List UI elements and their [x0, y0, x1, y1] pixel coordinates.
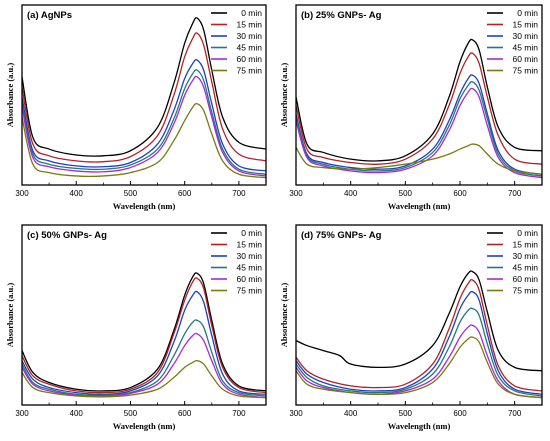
x-tick-label: 300: [15, 409, 29, 418]
x-tick-label: 600: [453, 189, 467, 198]
series-line-45-min: [296, 307, 542, 397]
legend-label: 60 min: [512, 54, 538, 64]
x-axis-label: Wavelength (nm): [113, 421, 176, 431]
plot-frame: [295, 224, 543, 406]
x-tick-label: 400: [344, 409, 358, 418]
legend-label: 15 min: [512, 20, 538, 30]
x-tick-label: 700: [232, 409, 246, 418]
chart-panel-1: 300 400 500 600 700 Wavelength (nm) Absorbance…: [5, 4, 267, 211]
legend-label: 15 min: [236, 240, 262, 250]
x-tick-label: 500: [399, 189, 413, 198]
legend-label: 45 min: [512, 43, 538, 53]
series-line-0-min: [296, 38, 542, 162]
legend-label: 60 min: [512, 274, 538, 284]
x-tick-label: 300: [289, 409, 303, 418]
x-tick-label: 700: [232, 189, 246, 198]
series-line-30-min: [22, 59, 266, 172]
x-tick-label: 700: [508, 189, 522, 198]
x-tick-label: 600: [178, 189, 192, 198]
legend-label: 45 min: [512, 263, 538, 273]
series-line-30-min: [22, 290, 266, 395]
legend-label: 30 min: [512, 31, 538, 41]
plot-frame: [21, 224, 267, 406]
x-axis-label: Wavelength (nm): [388, 201, 451, 211]
series-line-15-min: [22, 277, 266, 394]
plot-frame: [295, 4, 543, 186]
x-axis-label: Wavelength (nm): [388, 421, 451, 431]
series-line-75-min: [296, 143, 542, 175]
chart-panel-2: 300 400 500 600 700 Wavelength (nm) Absorbance…: [279, 4, 543, 211]
series-line-0-min: [22, 17, 266, 157]
y-axis-label: Absorbance (a.u.): [279, 283, 289, 348]
x-tick-label: 400: [70, 189, 84, 198]
series-line-30-min: [296, 74, 542, 175]
series-line-60-min: [22, 75, 266, 177]
legend-label: 75 min: [512, 66, 538, 76]
legend-label: 75 min: [236, 286, 262, 296]
legend-label: 15 min: [512, 240, 538, 250]
x-tick-label: 600: [178, 409, 192, 418]
panel-title: (c) 50% GNPs- Ag: [27, 230, 107, 241]
legend-label: 0 min: [517, 228, 538, 238]
chart-panel-3: 300 400 500 600 700 Wavelength (nm) Absorbance…: [5, 224, 267, 431]
series-lines: [22, 17, 266, 179]
y-axis-label: Absorbance (a.u.): [279, 63, 289, 128]
legend-label: 15 min: [236, 20, 262, 30]
legend-label: 30 min: [236, 251, 262, 261]
series-line-30-min: [296, 290, 542, 395]
legend-label: 45 min: [236, 263, 262, 273]
legend-label: 45 min: [236, 43, 262, 53]
legend-label: 60 min: [236, 54, 262, 64]
x-tick-label: 300: [15, 189, 29, 198]
x-tick-label: 700: [508, 409, 522, 418]
legend-label: 0 min: [241, 8, 262, 18]
legend-label: 0 min: [517, 8, 538, 18]
series-line-15-min: [296, 279, 542, 392]
legend-label: 75 min: [236, 66, 262, 76]
series-line-60-min: [22, 332, 266, 399]
x-tick-label: 500: [399, 409, 413, 418]
series-line-45-min: [22, 319, 266, 397]
series-lines: [296, 270, 542, 399]
plot-frame: [21, 4, 267, 186]
x-tick-label: 400: [70, 409, 84, 418]
panel-title: (b) 25% GNPs- Ag: [301, 10, 382, 21]
y-axis-label: Absorbance (a.u.): [5, 63, 15, 128]
series-line-15-min: [296, 52, 542, 165]
series-line-60-min: [296, 324, 542, 399]
series-line-75-min: [296, 336, 542, 399]
series-line-75-min: [22, 359, 266, 399]
series-line-15-min: [22, 32, 266, 163]
series-line-0-min: [22, 272, 266, 392]
legend-label: 30 min: [512, 251, 538, 261]
x-tick-label: 300: [289, 189, 303, 198]
chart-panel-4: 300 400 500 600 700 Wavelength (nm) Absorbance…: [279, 224, 543, 431]
y-axis-label: Absorbance (a.u.): [5, 283, 15, 348]
x-tick-label: 500: [124, 189, 138, 198]
series-lines: [22, 272, 266, 399]
series-line-45-min: [22, 69, 266, 175]
series-line-0-min: [296, 270, 542, 372]
series-line-45-min: [296, 81, 542, 177]
x-tick-label: 400: [344, 189, 358, 198]
x-tick-label: 600: [453, 409, 467, 418]
legend-label: 30 min: [236, 31, 262, 41]
x-axis-label: Wavelength (nm): [113, 201, 176, 211]
panel-title: (a) AgNPs: [27, 10, 72, 21]
x-tick-label: 500: [124, 409, 138, 418]
series-lines: [296, 38, 542, 179]
legend-label: 0 min: [241, 228, 262, 238]
legend-label: 60 min: [236, 274, 262, 284]
legend-label: 75 min: [512, 286, 538, 296]
series-line-75-min: [22, 102, 266, 179]
panel-title: (d) 75% GNPs- Ag: [301, 230, 382, 241]
